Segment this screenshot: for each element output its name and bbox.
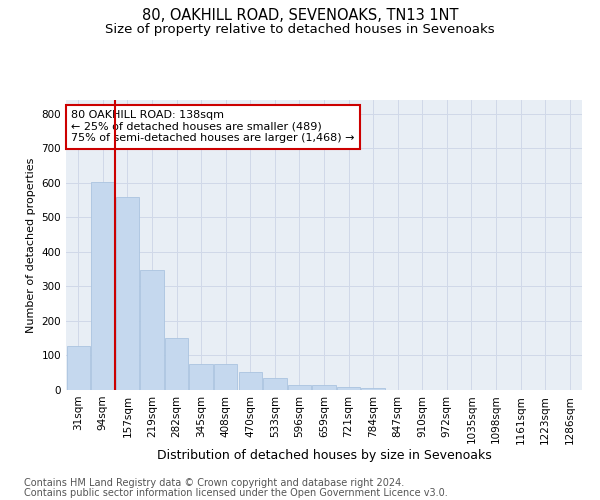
Text: Contains public sector information licensed under the Open Government Licence v3: Contains public sector information licen… bbox=[24, 488, 448, 498]
Y-axis label: Number of detached properties: Number of detached properties bbox=[26, 158, 36, 332]
Text: 80, OAKHILL ROAD, SEVENOAKS, TN13 1NT: 80, OAKHILL ROAD, SEVENOAKS, TN13 1NT bbox=[142, 8, 458, 22]
Bar bbox=[239, 372, 262, 390]
Bar bbox=[67, 346, 90, 390]
Bar bbox=[116, 198, 139, 390]
Text: Contains HM Land Registry data © Crown copyright and database right 2024.: Contains HM Land Registry data © Crown c… bbox=[24, 478, 404, 488]
X-axis label: Distribution of detached houses by size in Sevenoaks: Distribution of detached houses by size … bbox=[157, 449, 491, 462]
Bar bbox=[263, 378, 287, 390]
Bar bbox=[165, 338, 188, 390]
Bar bbox=[140, 270, 164, 390]
Bar bbox=[190, 364, 213, 390]
Bar bbox=[313, 385, 335, 390]
Bar bbox=[91, 182, 115, 390]
Text: 80 OAKHILL ROAD: 138sqm
← 25% of detached houses are smaller (489)
75% of semi-d: 80 OAKHILL ROAD: 138sqm ← 25% of detache… bbox=[71, 110, 355, 144]
Bar bbox=[288, 385, 311, 390]
Bar bbox=[214, 364, 238, 390]
Bar bbox=[361, 388, 385, 390]
Bar bbox=[337, 386, 360, 390]
Text: Size of property relative to detached houses in Sevenoaks: Size of property relative to detached ho… bbox=[105, 22, 495, 36]
